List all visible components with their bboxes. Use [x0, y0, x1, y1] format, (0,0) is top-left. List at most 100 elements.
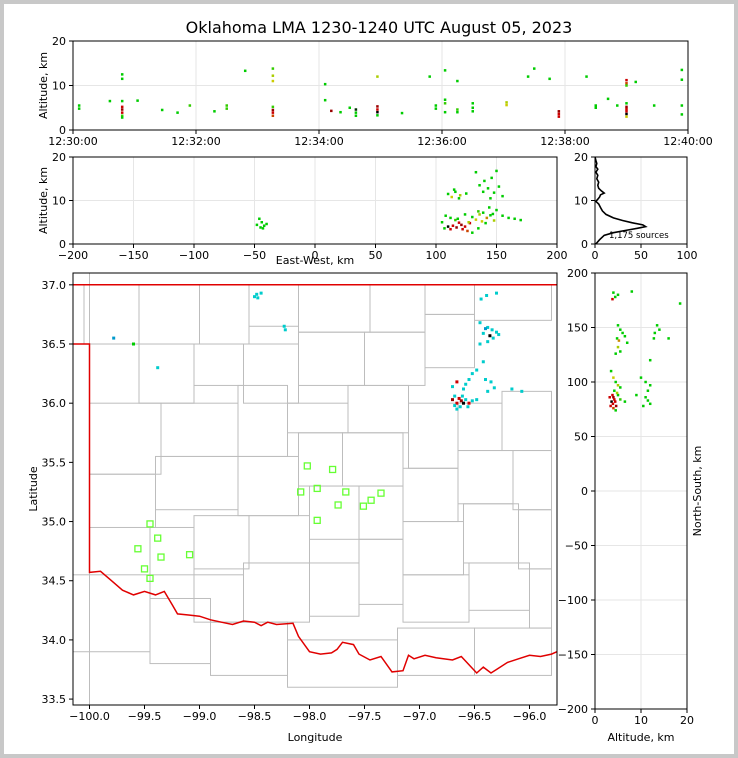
source-point — [478, 184, 481, 187]
source-point — [120, 116, 124, 119]
county-outline — [89, 402, 162, 475]
county-outline — [457, 402, 503, 452]
source-point — [255, 292, 259, 296]
county-outline — [369, 284, 426, 333]
histogram-plot — [595, 157, 648, 244]
source-point — [489, 214, 492, 217]
source-point — [455, 407, 459, 411]
source-point — [255, 223, 259, 227]
y-tick-label: 35.5 — [42, 456, 67, 469]
source-point — [458, 194, 462, 197]
source-point — [464, 398, 468, 402]
county-outline — [160, 402, 239, 457]
county-outline — [193, 343, 244, 386]
source-point — [625, 78, 628, 82]
lma-station-marker — [134, 545, 142, 553]
source-point — [271, 108, 275, 112]
source-point — [449, 227, 452, 231]
lma-station-marker — [328, 465, 337, 474]
y-tick-label: 100 — [567, 376, 588, 389]
y-tick-label: 36.0 — [42, 397, 67, 410]
source-point — [261, 227, 265, 230]
source-point — [262, 224, 266, 227]
northsouth-xlabel: Altitude, km — [607, 731, 674, 744]
source-point — [282, 324, 286, 328]
source-point — [614, 409, 617, 412]
source-point — [625, 105, 628, 109]
time-panel-ylabel: Altitude, km — [37, 52, 50, 119]
lma-station-marker — [146, 520, 154, 528]
y-tick-label: 0 — [59, 124, 66, 137]
lma-station-marker — [367, 496, 375, 504]
source-point — [658, 328, 661, 331]
source-point — [120, 114, 124, 118]
source-point — [611, 297, 614, 301]
map-ylabel: Latitude — [27, 466, 40, 512]
source-point — [548, 77, 551, 81]
source-point — [526, 75, 530, 78]
y-tick-label: 200 — [567, 267, 588, 280]
source-point — [680, 104, 684, 107]
source-point — [271, 74, 275, 77]
source-point — [619, 386, 622, 389]
source-point — [608, 396, 611, 399]
source-point — [120, 105, 124, 109]
source-point — [614, 352, 617, 355]
county-outline — [193, 515, 250, 570]
source-point — [625, 107, 628, 111]
x-tick-label: 12:34:00 — [294, 135, 343, 148]
county-outline — [155, 455, 239, 511]
source-point — [491, 212, 495, 216]
source-point — [253, 295, 256, 299]
source-point — [120, 108, 124, 111]
lma-station-marker — [154, 534, 162, 542]
y-tick-label: −150 — [558, 649, 588, 662]
source-point — [460, 223, 463, 227]
source-point — [680, 68, 684, 72]
x-tick-label: −150 — [118, 249, 148, 262]
figure-frame: Oklahoma LMA 1230-1240 UTC August 05, 20… — [4, 4, 734, 754]
source-point — [120, 73, 124, 76]
source-point — [466, 405, 470, 409]
source-point — [463, 225, 467, 228]
source-point — [652, 337, 656, 340]
x-tick-label: 50 — [369, 249, 383, 262]
x-tick-label: 200 — [547, 249, 568, 262]
source-point — [616, 393, 620, 397]
county-outline — [309, 485, 360, 540]
y-tick-label: 34.0 — [42, 634, 67, 647]
source-point — [354, 108, 358, 111]
source-point — [120, 99, 124, 103]
y-tick-label: 0 — [581, 485, 588, 498]
y-tick-label: 37.0 — [42, 279, 67, 292]
source-point — [614, 380, 617, 384]
source-point — [444, 214, 447, 217]
county-outline — [298, 432, 343, 487]
source-point — [557, 115, 561, 118]
source-point — [376, 114, 379, 117]
source-point — [639, 376, 643, 379]
source-point — [462, 387, 465, 391]
source-point — [225, 107, 228, 110]
source-point — [475, 398, 479, 402]
source-point — [485, 216, 489, 220]
source-point — [271, 105, 275, 109]
source-point — [474, 170, 478, 174]
county-outline — [474, 284, 552, 321]
figure-title: Oklahoma LMA 1230-1240 UTC August 05, 20… — [186, 18, 573, 37]
source-point — [615, 337, 619, 340]
source-point — [478, 342, 482, 346]
source-point — [428, 75, 431, 78]
source-point — [376, 105, 379, 108]
x-tick-label: 12:30:00 — [48, 135, 97, 148]
source-point — [376, 75, 379, 78]
source-point — [646, 389, 650, 392]
source-point — [644, 396, 647, 399]
county-outline — [243, 562, 310, 623]
county-outline — [138, 284, 200, 345]
source-point — [609, 404, 612, 408]
source-point — [271, 67, 275, 70]
source-point — [456, 217, 460, 221]
time-series-sources — [77, 67, 684, 119]
y-tick-label: 10 — [52, 80, 66, 93]
